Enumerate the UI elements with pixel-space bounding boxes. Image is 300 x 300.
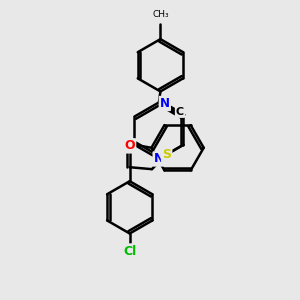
Text: C: C: [176, 107, 184, 117]
Text: N: N: [154, 152, 164, 165]
Text: CH₃: CH₃: [152, 10, 169, 19]
Text: N: N: [160, 97, 170, 110]
Text: Cl: Cl: [123, 244, 136, 257]
Text: S: S: [162, 148, 171, 161]
Text: O: O: [124, 139, 135, 152]
